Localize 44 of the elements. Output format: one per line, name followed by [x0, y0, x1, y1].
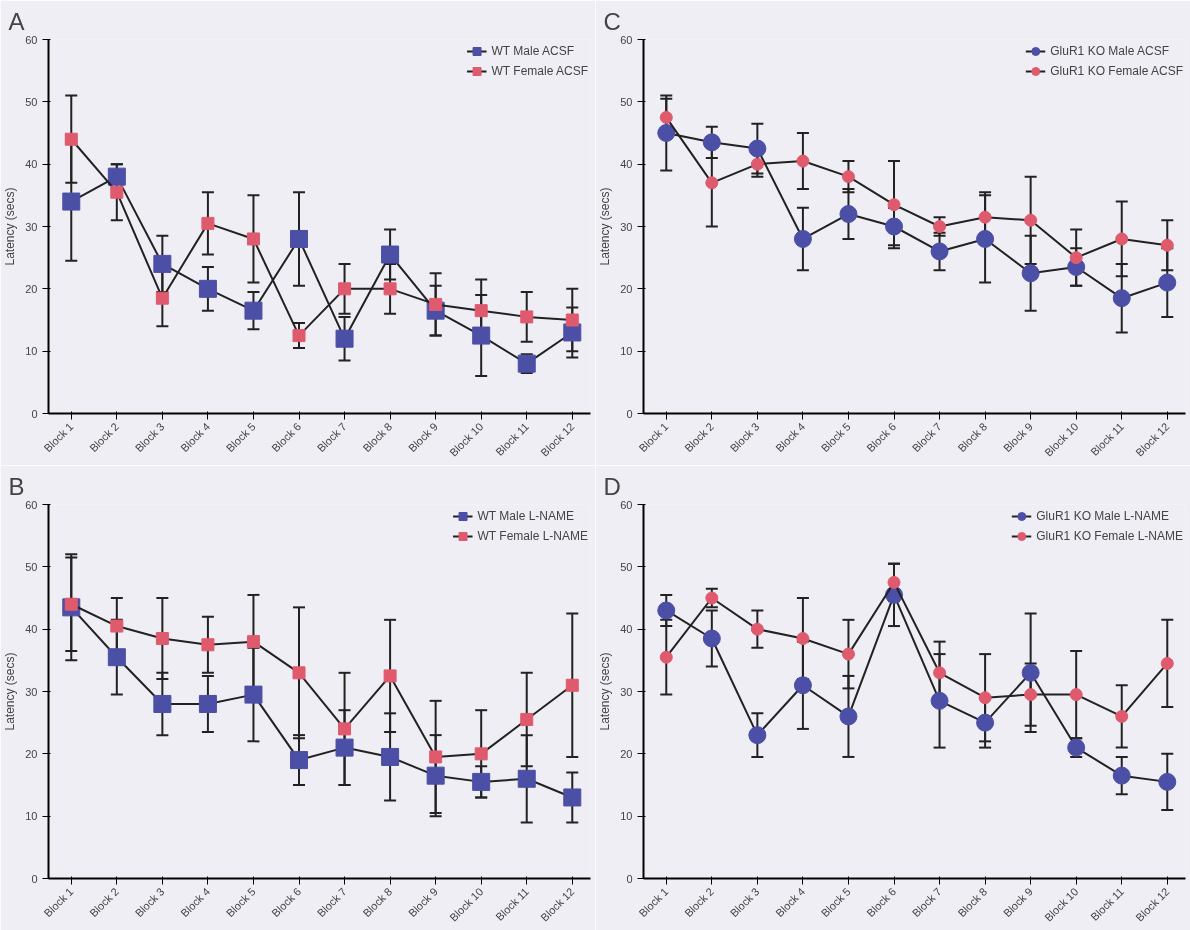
y-tick-label: 0 — [626, 872, 633, 885]
chart-title: C — [603, 7, 621, 35]
y-tick-label: 10 — [25, 810, 38, 823]
legend-label: WT Female ACSF — [491, 64, 588, 78]
chart-title: A — [8, 7, 25, 35]
y-tick-label: 50 — [620, 560, 633, 573]
y-tick-label: 0 — [626, 407, 633, 420]
legend-label: WT Female L-NAME — [477, 529, 588, 543]
y-axis-title: Latency (secs) — [598, 652, 613, 731]
y-tick-label: 30 — [25, 220, 38, 233]
chart-title: D — [603, 472, 621, 500]
y-tick-label: 10 — [620, 810, 633, 823]
y-tick-label: 60 — [25, 498, 38, 511]
y-tick-label: 50 — [25, 95, 38, 108]
y-tick-label: 60 — [25, 33, 38, 46]
y-tick-label: 20 — [25, 747, 38, 760]
legend-label: GluR1 KO Male L-NAME — [1036, 509, 1169, 523]
legend-label: WT Male ACSF — [491, 44, 574, 58]
legend-label: GluR1 KO Female L-NAME — [1036, 529, 1183, 543]
y-axis-title: Latency (secs) — [3, 187, 18, 266]
y-tick-label: 40 — [620, 623, 633, 636]
y-tick-label: 60 — [620, 498, 633, 511]
y-tick-label: 10 — [25, 345, 38, 358]
y-tick-label: 0 — [31, 872, 38, 885]
legend-label: WT Male L-NAME — [477, 509, 574, 523]
y-tick-label: 40 — [620, 158, 633, 171]
y-tick-label: 50 — [620, 95, 633, 108]
y-axis-title: Latency (secs) — [3, 652, 18, 731]
y-axis-title: Latency (secs) — [598, 187, 613, 266]
chart-title: B — [8, 472, 25, 500]
y-tick-label: 20 — [620, 282, 633, 295]
y-tick-label: 40 — [25, 623, 38, 636]
y-tick-label: 50 — [25, 560, 38, 573]
legend-label: GluR1 KO Female ACSF — [1050, 64, 1183, 78]
y-tick-label: 20 — [25, 282, 38, 295]
y-tick-label: 40 — [25, 158, 38, 171]
y-tick-label: 30 — [620, 220, 633, 233]
y-tick-label: 60 — [620, 33, 633, 46]
y-tick-label: 30 — [25, 685, 38, 698]
y-tick-label: 10 — [620, 345, 633, 358]
y-tick-label: 30 — [620, 685, 633, 698]
legend-label: GluR1 KO Male ACSF — [1050, 44, 1169, 58]
y-tick-label: 0 — [31, 407, 38, 420]
y-tick-label: 20 — [620, 747, 633, 760]
